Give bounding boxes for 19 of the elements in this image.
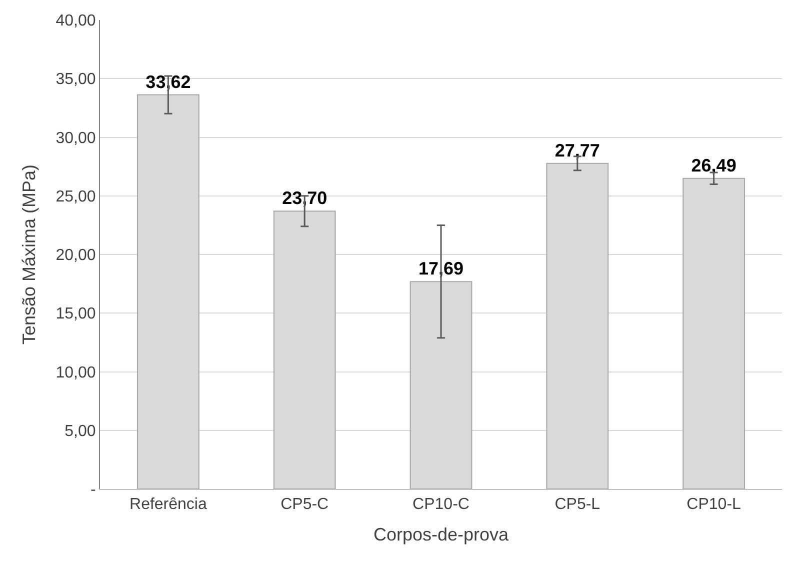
data-label: 27,77 xyxy=(554,140,600,160)
y-tick-label: 10,00 xyxy=(56,364,96,382)
y-tick-label: 25,00 xyxy=(56,188,96,206)
y-tick-label: 15,00 xyxy=(56,306,96,323)
x-tick-label: CP10-C xyxy=(412,496,470,514)
x-tick-label: CP5-C xyxy=(280,496,329,514)
y-tick-label: 20,00 xyxy=(56,247,96,264)
x-tick-label: CP5-L xyxy=(554,496,600,514)
y-tick-label: 30,00 xyxy=(56,130,96,147)
x-tick-label: CP10-L xyxy=(686,496,742,514)
data-label: 26,49 xyxy=(691,155,736,176)
data-label: 23,70 xyxy=(282,188,328,208)
y-tick-label: 40,00 xyxy=(56,12,96,30)
x-tick-label: Referência xyxy=(130,496,207,514)
y-axis-title: Tensão Máxima (MPa) xyxy=(18,164,39,345)
y-tick-label: 35,00 xyxy=(56,71,96,88)
y-tick-label: - xyxy=(90,482,96,499)
y-tick-label: 5,00 xyxy=(64,422,96,440)
x-axis-title: Corpos-de-prova xyxy=(373,524,510,544)
